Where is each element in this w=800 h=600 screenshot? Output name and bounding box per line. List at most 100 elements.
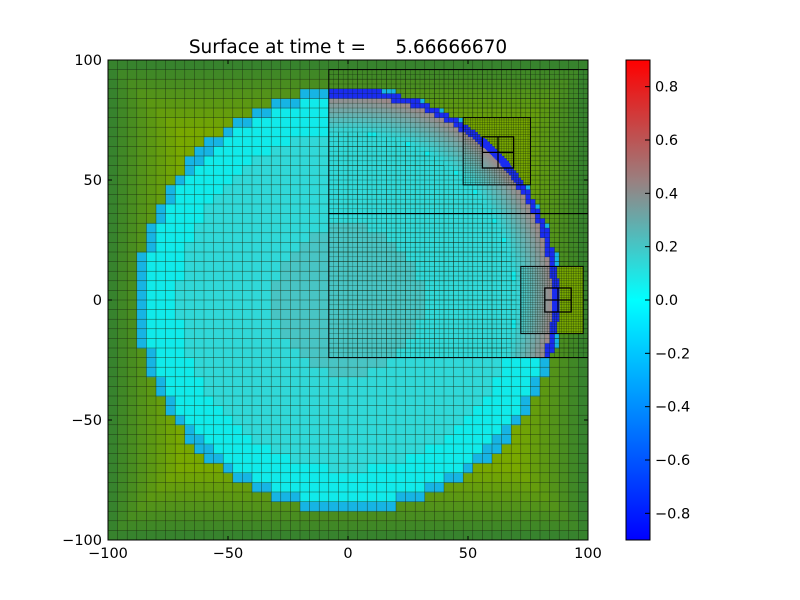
patch-cell bbox=[540, 331, 543, 334]
patch-cell bbox=[463, 148, 466, 152]
patch-cell bbox=[493, 159, 495, 162]
patch-cell bbox=[554, 300, 556, 302]
surface-cell bbox=[232, 156, 243, 166]
surface-cell bbox=[127, 348, 138, 358]
patch-cell bbox=[532, 309, 536, 313]
patch-cell bbox=[420, 117, 426, 123]
patch-cell bbox=[508, 170, 512, 174]
patch-cell bbox=[480, 141, 483, 145]
surface-cell bbox=[252, 280, 262, 291]
surface-cell bbox=[165, 98, 176, 109]
surface-cell bbox=[300, 184, 310, 195]
patch-cell bbox=[546, 301, 548, 303]
patch-cell bbox=[553, 294, 555, 296]
surface-cell bbox=[117, 405, 128, 416]
surface-cell bbox=[415, 357, 426, 368]
patch-cell bbox=[544, 309, 547, 312]
surface-cell bbox=[204, 415, 214, 426]
patch-cell bbox=[501, 163, 504, 165]
patch-cell bbox=[508, 180, 512, 183]
surface-cell bbox=[424, 444, 435, 454]
surface-cell bbox=[424, 396, 435, 406]
patch-cell bbox=[486, 148, 488, 151]
surface-cell bbox=[184, 88, 195, 99]
patch-cell bbox=[352, 122, 358, 128]
surface-cell bbox=[367, 415, 378, 426]
patch-cell bbox=[484, 147, 487, 150]
surface-cell bbox=[175, 194, 186, 205]
patch-cell bbox=[488, 163, 490, 165]
patch-cell bbox=[362, 103, 368, 109]
patch-cell bbox=[548, 288, 550, 290]
surface-cell bbox=[444, 501, 454, 512]
surface-cell bbox=[530, 463, 541, 474]
patch-cell bbox=[544, 316, 548, 320]
patch-cell bbox=[504, 160, 506, 163]
patch-cell bbox=[525, 283, 529, 286]
patch-cell bbox=[556, 278, 560, 282]
patch-cell bbox=[537, 304, 541, 308]
patch-cell bbox=[552, 291, 554, 294]
surface-cell bbox=[319, 261, 330, 272]
surface-cell bbox=[309, 60, 320, 70]
surface-cell bbox=[434, 424, 445, 435]
surface-cell bbox=[309, 444, 320, 454]
patch-cell bbox=[343, 122, 349, 128]
patch-cell bbox=[507, 163, 510, 165]
patch-cell bbox=[470, 129, 474, 133]
patch-cell bbox=[458, 151, 464, 157]
patch-cell bbox=[548, 296, 550, 298]
surface-cell bbox=[319, 463, 330, 474]
surface-cell bbox=[213, 386, 224, 397]
patch-cell bbox=[516, 223, 522, 229]
surface-cell bbox=[280, 108, 291, 118]
surface-cell bbox=[511, 396, 522, 406]
patch-cell bbox=[472, 136, 476, 140]
surface-cell bbox=[309, 328, 320, 339]
surface-cell bbox=[280, 396, 291, 406]
surface-cell bbox=[127, 290, 138, 301]
patch-cell bbox=[549, 256, 555, 262]
surface-cell bbox=[204, 223, 214, 234]
surface-cell bbox=[175, 69, 186, 80]
patch-cell bbox=[496, 218, 502, 224]
surface-cell bbox=[184, 175, 195, 186]
surface-cell bbox=[175, 511, 186, 522]
patch-cell bbox=[501, 170, 505, 174]
surface-cell bbox=[357, 482, 368, 493]
patch-cell bbox=[525, 319, 529, 322]
surface-cell bbox=[194, 271, 205, 282]
surface-cell bbox=[501, 453, 512, 464]
surface-cell bbox=[165, 280, 176, 291]
surface-cell bbox=[223, 261, 234, 272]
surface-cell bbox=[348, 376, 358, 387]
patch-cell bbox=[530, 328, 534, 332]
surface-cell bbox=[184, 232, 195, 243]
surface-cell bbox=[223, 328, 234, 339]
surface-cell bbox=[204, 520, 214, 531]
surface-cell bbox=[156, 444, 166, 454]
surface-cell bbox=[108, 165, 118, 176]
surface-cell bbox=[194, 309, 205, 320]
surface-cell bbox=[252, 511, 262, 522]
surface-cell bbox=[184, 252, 195, 262]
patch-cell bbox=[494, 154, 496, 157]
patch-cell bbox=[477, 180, 481, 183]
surface-cell bbox=[300, 463, 310, 474]
surface-cell bbox=[232, 242, 243, 253]
patch-cell bbox=[516, 218, 522, 224]
surface-cell bbox=[184, 415, 195, 426]
surface-cell bbox=[290, 492, 301, 502]
patch-cell bbox=[516, 232, 522, 238]
patch-cell bbox=[532, 268, 536, 272]
surface-cell bbox=[213, 338, 224, 349]
patch-cell bbox=[520, 295, 524, 298]
patch-cell bbox=[506, 180, 510, 183]
surface-cell bbox=[376, 396, 387, 406]
patch-cell bbox=[544, 294, 547, 296]
surface-cell bbox=[156, 146, 166, 157]
patch-cell bbox=[542, 271, 546, 274]
surface-cell bbox=[396, 386, 406, 397]
surface-cell bbox=[136, 348, 147, 358]
surface-cell bbox=[396, 367, 406, 378]
